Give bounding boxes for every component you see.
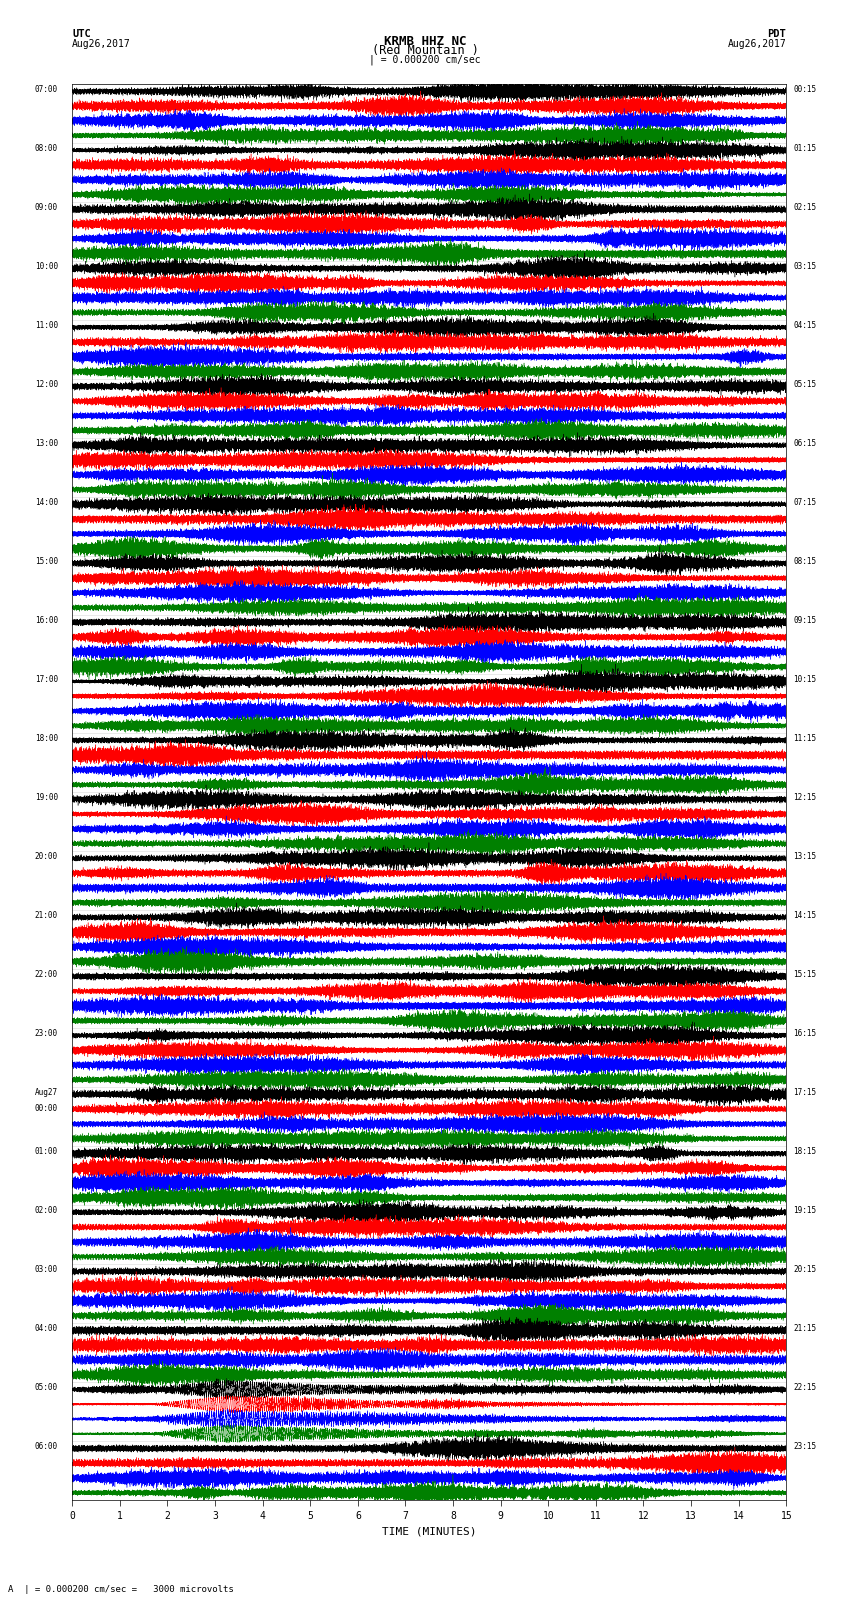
Text: (Red Mountain ): (Red Mountain ) — [371, 44, 479, 58]
Text: 09:15: 09:15 — [793, 616, 817, 624]
Text: 10:15: 10:15 — [793, 674, 817, 684]
Text: 22:15: 22:15 — [793, 1382, 817, 1392]
Text: 04:15: 04:15 — [793, 321, 817, 329]
Text: | = 0.000200 cm/sec: | = 0.000200 cm/sec — [369, 53, 481, 65]
Text: 07:15: 07:15 — [793, 498, 817, 506]
Text: 23:15: 23:15 — [793, 1442, 817, 1450]
Text: 18:00: 18:00 — [35, 734, 58, 742]
Text: 12:00: 12:00 — [35, 379, 58, 389]
Text: 05:15: 05:15 — [793, 379, 817, 389]
Text: Aug26,2017: Aug26,2017 — [72, 39, 131, 48]
Text: 20:00: 20:00 — [35, 852, 58, 861]
Text: PDT: PDT — [768, 29, 786, 39]
Text: Aug27: Aug27 — [35, 1087, 58, 1097]
Text: 16:00: 16:00 — [35, 616, 58, 624]
Text: 02:00: 02:00 — [35, 1207, 58, 1215]
Text: 16:15: 16:15 — [793, 1029, 817, 1037]
Text: 02:15: 02:15 — [793, 203, 817, 211]
Text: 22:00: 22:00 — [35, 969, 58, 979]
Text: 13:00: 13:00 — [35, 439, 58, 448]
Text: 19:00: 19:00 — [35, 792, 58, 802]
Text: KRMB HHZ NC: KRMB HHZ NC — [383, 35, 467, 48]
Text: 03:15: 03:15 — [793, 261, 817, 271]
Text: 19:15: 19:15 — [793, 1207, 817, 1215]
Text: A  | = 0.000200 cm/sec =   3000 microvolts: A | = 0.000200 cm/sec = 3000 microvolts — [8, 1584, 235, 1594]
Text: 00:15: 00:15 — [793, 84, 817, 94]
Text: 14:15: 14:15 — [793, 911, 817, 919]
Text: 05:00: 05:00 — [35, 1382, 58, 1392]
Text: 09:00: 09:00 — [35, 203, 58, 211]
Text: 18:15: 18:15 — [793, 1147, 817, 1157]
Text: 21:15: 21:15 — [793, 1324, 817, 1332]
Text: 01:15: 01:15 — [793, 144, 817, 153]
Text: 12:15: 12:15 — [793, 792, 817, 802]
Text: 06:00: 06:00 — [35, 1442, 58, 1450]
Text: 15:15: 15:15 — [793, 969, 817, 979]
Text: 11:00: 11:00 — [35, 321, 58, 329]
Text: 04:00: 04:00 — [35, 1324, 58, 1332]
Text: 00:00: 00:00 — [35, 1103, 58, 1113]
Text: Aug26,2017: Aug26,2017 — [728, 39, 786, 48]
Text: UTC: UTC — [72, 29, 91, 39]
Text: 23:00: 23:00 — [35, 1029, 58, 1037]
Text: 17:15: 17:15 — [793, 1087, 817, 1097]
Text: 07:00: 07:00 — [35, 84, 58, 94]
Text: 14:00: 14:00 — [35, 498, 58, 506]
Text: 20:15: 20:15 — [793, 1265, 817, 1274]
X-axis label: TIME (MINUTES): TIME (MINUTES) — [382, 1526, 477, 1536]
Text: 21:00: 21:00 — [35, 911, 58, 919]
Text: 10:00: 10:00 — [35, 261, 58, 271]
Text: 08:15: 08:15 — [793, 556, 817, 566]
Text: 15:00: 15:00 — [35, 556, 58, 566]
Text: 11:15: 11:15 — [793, 734, 817, 742]
Text: 08:00: 08:00 — [35, 144, 58, 153]
Text: 03:00: 03:00 — [35, 1265, 58, 1274]
Text: 13:15: 13:15 — [793, 852, 817, 861]
Text: 06:15: 06:15 — [793, 439, 817, 448]
Text: 17:00: 17:00 — [35, 674, 58, 684]
Text: 01:00: 01:00 — [35, 1147, 58, 1157]
